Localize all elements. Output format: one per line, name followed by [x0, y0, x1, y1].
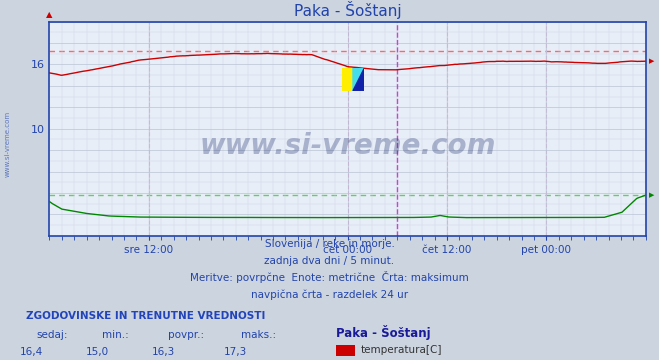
Text: Meritve: povrpčne  Enote: metrične  Črta: maksimum: Meritve: povrpčne Enote: metrične Črta: …	[190, 271, 469, 283]
Text: Slovenija / reke in morje.: Slovenija / reke in morje.	[264, 239, 395, 249]
Text: zadnja dva dni / 5 minut.: zadnja dva dni / 5 minut.	[264, 256, 395, 266]
Text: 15,0: 15,0	[86, 347, 109, 357]
Text: www.si-vreme.com: www.si-vreme.com	[200, 132, 496, 160]
Text: 16,3: 16,3	[152, 347, 175, 357]
Text: ZGODOVINSKE IN TRENUTNE VREDNOSTI: ZGODOVINSKE IN TRENUTNE VREDNOSTI	[26, 311, 266, 321]
Text: min.:: min.:	[102, 330, 129, 341]
Text: ▶: ▶	[649, 192, 654, 198]
Text: ▶: ▶	[649, 58, 654, 64]
Text: www.si-vreme.com: www.si-vreme.com	[5, 111, 11, 177]
Text: temperatura[C]: temperatura[C]	[361, 345, 443, 355]
Text: Paka - Šoštanj: Paka - Šoštanj	[336, 325, 431, 339]
Text: 16,4: 16,4	[20, 347, 43, 357]
Text: navpična črta - razdelek 24 ur: navpična črta - razdelek 24 ur	[251, 290, 408, 301]
Text: maks.:: maks.:	[241, 330, 275, 341]
Title: Paka - Šoštanj: Paka - Šoštanj	[294, 1, 401, 19]
Text: 17,3: 17,3	[224, 347, 247, 357]
Text: povpr.:: povpr.:	[168, 330, 204, 341]
Text: ▲: ▲	[46, 10, 53, 19]
Text: sedaj:: sedaj:	[36, 330, 68, 341]
